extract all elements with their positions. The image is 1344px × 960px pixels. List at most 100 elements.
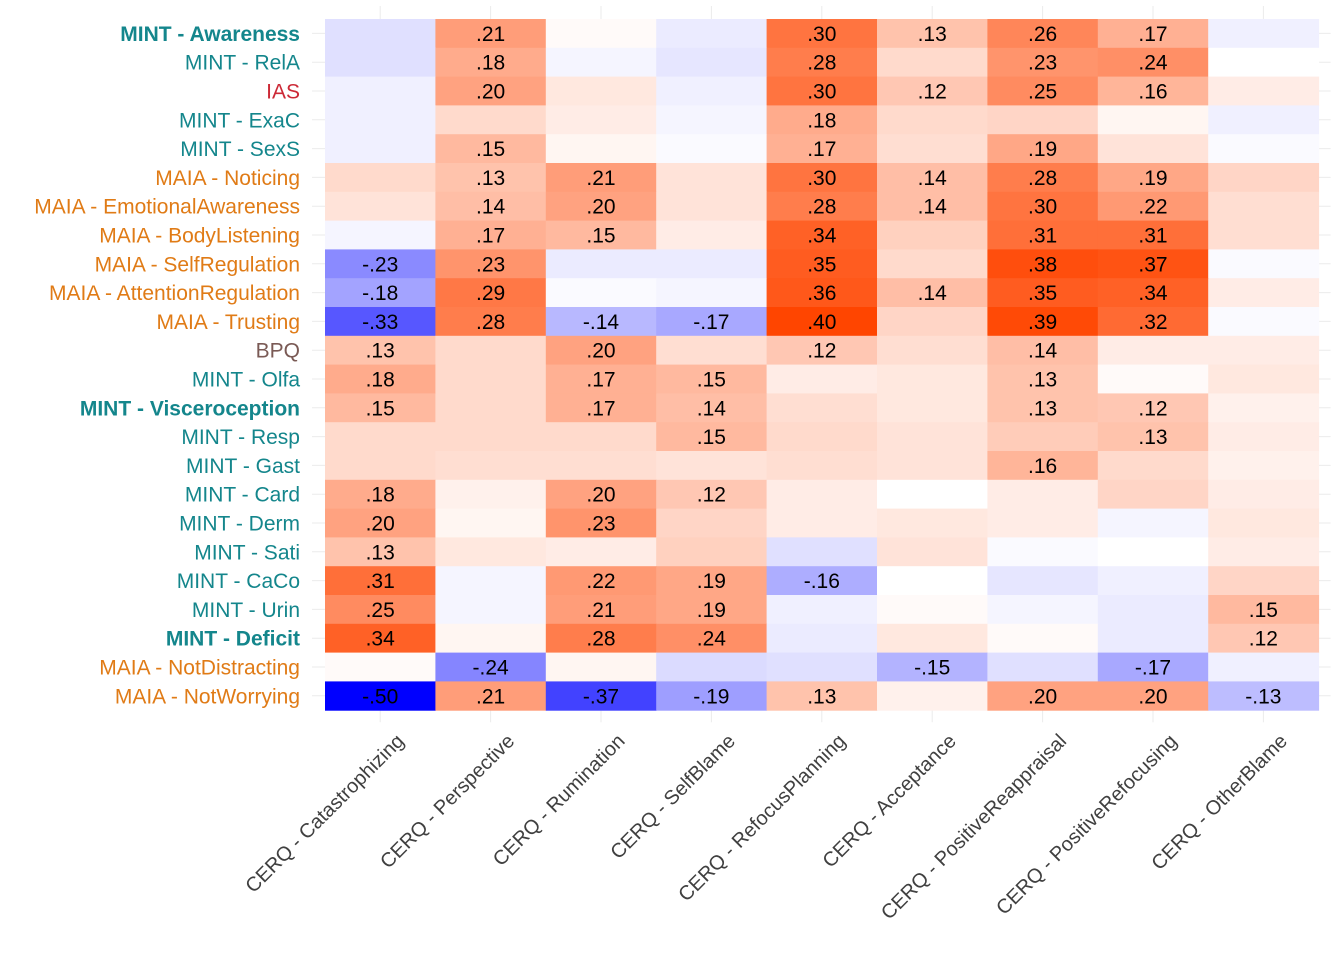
heatmap-cell: [1208, 595, 1320, 625]
cell-value-label: .20: [586, 340, 615, 363]
heatmap-cell: [1097, 595, 1209, 625]
heatmap-cell: [877, 364, 988, 394]
heatmap-cell: [1097, 105, 1209, 135]
heatmap-cell: [1208, 652, 1320, 682]
cell-value-label: .21: [476, 23, 505, 46]
heatmap-cell: [656, 47, 768, 78]
column-label: CERQ - PositiveReappraisal: [877, 730, 1071, 924]
cell-value-label: .40: [807, 311, 836, 334]
cell-value-label: .39: [1028, 311, 1057, 334]
heatmap-cell: [325, 595, 436, 625]
heatmap-cell: [325, 278, 436, 308]
heatmap-cell: [435, 364, 547, 394]
heatmap-cell: [766, 47, 878, 78]
heatmap-cell: [1097, 249, 1209, 279]
heatmap-cell: [435, 537, 547, 567]
heatmap-cell: [987, 537, 1099, 567]
heatmap-cell: [877, 595, 988, 625]
heatmap-cell: [656, 335, 768, 366]
heatmap-cell: [766, 191, 878, 222]
heatmap-cell: [1208, 220, 1320, 250]
heatmap-cell: [877, 422, 988, 452]
heatmap-cell: [325, 76, 436, 106]
heatmap-cell: [325, 191, 436, 222]
heatmap-cell: [656, 307, 768, 337]
column-label: CERQ - SelfBlame: [606, 730, 739, 863]
cell-value-label: .19: [697, 570, 726, 593]
heatmap-cell: [435, 422, 547, 452]
heatmap-cell: [1208, 422, 1320, 452]
heatmap-cell: [435, 623, 547, 654]
cell-value-label: .29: [476, 282, 505, 305]
cell-value-label: .14: [918, 282, 948, 305]
heatmap-cell: [766, 278, 878, 308]
heatmap-cell: [877, 249, 988, 279]
cell-value-label: .19: [1138, 167, 1167, 190]
heatmap-cell: [1097, 479, 1209, 510]
heatmap-cell: [766, 652, 878, 682]
row-label: MAIA - NotWorrying: [115, 685, 300, 708]
row-label: MINT - Olfa: [192, 369, 300, 392]
heatmap-cell: [1097, 652, 1209, 682]
cell-value-label: .28: [476, 311, 505, 334]
heatmap-cell: [435, 220, 547, 250]
heatmap-cell: [435, 191, 547, 222]
cell-value-label: .22: [586, 570, 615, 593]
heatmap-cell: [1208, 19, 1320, 49]
cell-value-label: .13: [476, 167, 505, 190]
heatmap-cell: [1208, 249, 1320, 279]
heatmap-cell: [435, 76, 547, 106]
heatmap-cell: [435, 652, 547, 682]
heatmap-cell: [325, 451, 436, 481]
cell-value-label: .30: [807, 167, 836, 190]
cell-value-label: -.15: [914, 657, 950, 680]
heatmap-cell: [325, 623, 436, 654]
heatmap-cell: [325, 508, 436, 538]
heatmap-cell: [987, 191, 1099, 222]
cell-value-label: .30: [1028, 196, 1057, 219]
heatmap-cell: [877, 105, 988, 135]
cell-value-label: .18: [476, 52, 505, 75]
heatmap-cell: [1208, 335, 1320, 366]
heatmap-cell: [1208, 566, 1320, 596]
row-label: MINT - Sati: [194, 541, 300, 564]
cell-value-label: .20: [476, 81, 505, 104]
heatmap-cell: [435, 249, 547, 279]
heatmap-cell: [877, 19, 988, 49]
cell-value-label: .13: [807, 685, 836, 708]
heatmap-cell: [325, 479, 436, 510]
heatmap-cell: [325, 307, 436, 337]
cell-value-label: .20: [366, 513, 395, 536]
heatmap-cell: [987, 595, 1099, 625]
heatmap-cell: [545, 681, 657, 711]
cell-value-label: .20: [1028, 685, 1057, 708]
cell-value-label: .15: [1249, 599, 1278, 622]
heatmap-cell: [1097, 451, 1209, 481]
heatmap-cell: [325, 566, 436, 596]
heatmap-cell: [656, 163, 768, 193]
cell-value-label: -.33: [362, 311, 398, 334]
heatmap-cell: [325, 47, 436, 78]
row-label: BPQ: [256, 340, 300, 363]
row-label: MINT - Awareness: [120, 23, 300, 46]
cell-value-label: .14: [476, 196, 506, 219]
heatmap-cell: [987, 278, 1099, 308]
row-label: MINT - SexS: [180, 138, 300, 161]
cell-value-label: -.50: [362, 685, 398, 708]
cell-value-label: .31: [1138, 225, 1167, 248]
heatmap-cell: [435, 47, 547, 78]
row-label: MAIA - SelfRegulation: [95, 253, 300, 276]
cell-value-label: .17: [586, 369, 615, 392]
heatmap-cell: [1208, 479, 1320, 510]
cell-value-label: .32: [1138, 311, 1167, 334]
heatmap-cell: [987, 163, 1099, 193]
heatmap-cell: [766, 220, 878, 250]
heatmap-cell: [987, 19, 1099, 49]
heatmap-cell: [656, 537, 768, 567]
heatmap-cell: [877, 508, 988, 538]
row-label: MAIA - EmotionalAwareness: [34, 196, 300, 219]
cell-value-label: .24: [697, 628, 727, 651]
heatmap-cell: [545, 652, 657, 682]
heatmap-cell: [1208, 134, 1320, 164]
cell-value-label: .23: [586, 513, 615, 536]
